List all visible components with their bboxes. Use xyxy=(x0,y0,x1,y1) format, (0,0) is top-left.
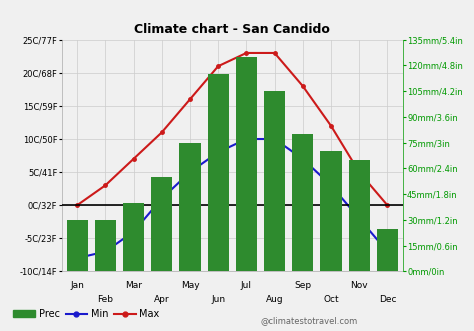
Bar xyxy=(179,143,201,271)
Bar xyxy=(208,74,229,271)
Bar xyxy=(123,203,144,271)
Text: Jun: Jun xyxy=(211,295,225,304)
Bar xyxy=(95,220,116,271)
Bar xyxy=(320,151,342,271)
Bar xyxy=(264,91,285,271)
Bar xyxy=(377,228,398,271)
Bar xyxy=(66,220,88,271)
Text: Nov: Nov xyxy=(350,281,368,290)
Legend: Prec, Min, Max: Prec, Min, Max xyxy=(9,305,164,323)
Bar xyxy=(236,57,257,271)
Text: Jul: Jul xyxy=(241,281,252,290)
Text: May: May xyxy=(181,281,199,290)
Text: Feb: Feb xyxy=(97,295,113,304)
Text: @climatestotravel.com: @climatestotravel.com xyxy=(261,316,358,325)
Text: Oct: Oct xyxy=(323,295,339,304)
Title: Climate chart - San Candido: Climate chart - San Candido xyxy=(134,23,330,36)
Text: Mar: Mar xyxy=(125,281,142,290)
Text: Apr: Apr xyxy=(154,295,170,304)
Bar xyxy=(292,134,313,271)
Text: Jan: Jan xyxy=(70,281,84,290)
Bar xyxy=(348,160,370,271)
Text: Dec: Dec xyxy=(379,295,396,304)
Text: Sep: Sep xyxy=(294,281,311,290)
Text: Aug: Aug xyxy=(266,295,283,304)
Bar xyxy=(151,177,173,271)
